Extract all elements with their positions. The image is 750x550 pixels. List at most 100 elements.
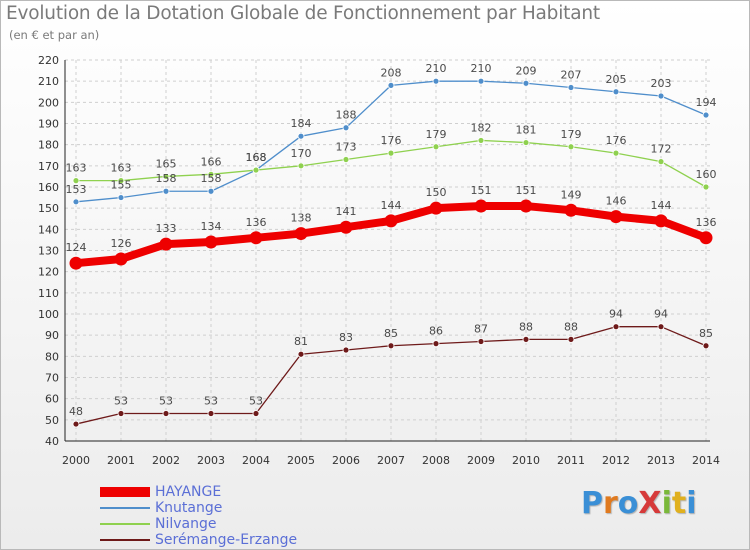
x-tick-label: 2002 bbox=[152, 454, 180, 467]
logo-letter: i bbox=[686, 486, 697, 521]
data-label-knutange: 184 bbox=[291, 117, 312, 130]
y-tick-label: 80 bbox=[45, 350, 59, 363]
data-label-nilvange: 172 bbox=[651, 143, 672, 156]
data-label-hayange: 146 bbox=[606, 195, 627, 208]
data-point-knutange bbox=[342, 124, 350, 132]
data-label-hayange: 141 bbox=[336, 205, 357, 218]
data-point-hayange bbox=[384, 214, 398, 228]
data-point-nilvange bbox=[342, 156, 350, 163]
data-label-hayange: 134 bbox=[201, 220, 222, 233]
data-label-nilvange: 166 bbox=[201, 155, 222, 168]
data-label-hayange: 144 bbox=[381, 199, 402, 212]
data-point-hayange bbox=[114, 252, 128, 266]
chart-title: Evolution de la Dotation Globale de Fonc… bbox=[6, 3, 600, 24]
y-tick-label: 110 bbox=[38, 287, 59, 300]
data-point-hayange bbox=[159, 237, 173, 251]
data-label-nilvange: 165 bbox=[156, 157, 177, 170]
data-label-knutange: 207 bbox=[561, 69, 582, 82]
x-tick-label: 2000 bbox=[62, 454, 90, 467]
data-label-hayange: 136 bbox=[246, 216, 267, 229]
data-label-ser-mange-erzange: 94 bbox=[609, 308, 623, 321]
x-tick-label: 2010 bbox=[512, 454, 540, 467]
data-label-ser-mange-erzange: 83 bbox=[339, 331, 353, 344]
data-point-knutange bbox=[522, 79, 530, 87]
data-label-knutange: 155 bbox=[111, 179, 132, 192]
data-label-ser-mange-erzange: 94 bbox=[654, 308, 668, 321]
data-label-ser-mange-erzange: 53 bbox=[249, 394, 263, 407]
x-tick-label: 2001 bbox=[107, 454, 135, 467]
y-tick-label: 140 bbox=[38, 223, 59, 236]
data-point-ser-mange-erzange bbox=[72, 420, 80, 428]
data-label-ser-mange-erzange: 86 bbox=[429, 325, 443, 338]
data-label-knutange: 188 bbox=[336, 109, 357, 122]
data-point-knutange bbox=[162, 187, 170, 195]
data-point-nilvange bbox=[567, 143, 575, 151]
data-point-hayange bbox=[69, 256, 83, 270]
data-label-ser-mange-erzange: 53 bbox=[159, 394, 173, 407]
x-tick-label: 2007 bbox=[377, 454, 405, 467]
data-point-nilvange bbox=[477, 137, 485, 144]
x-tick-label: 2014 bbox=[692, 454, 720, 467]
data-point-nilvange bbox=[162, 173, 170, 180]
data-label-nilvange: 176 bbox=[606, 134, 627, 147]
y-tick-label: 130 bbox=[38, 245, 59, 258]
data-point-hayange bbox=[204, 235, 218, 249]
data-point-hayange bbox=[474, 199, 488, 213]
x-tick-label: 2003 bbox=[197, 454, 225, 467]
logo-letter: P bbox=[581, 486, 603, 521]
data-point-knutange bbox=[477, 77, 485, 85]
data-point-nilvange bbox=[297, 162, 305, 170]
y-tick-label: 120 bbox=[38, 266, 59, 279]
data-label-hayange: 150 bbox=[426, 186, 447, 199]
data-point-knutange bbox=[387, 82, 395, 89]
data-point-ser-mange-erzange bbox=[477, 338, 485, 345]
data-label-nilvange: 163 bbox=[66, 162, 87, 175]
data-point-nilvange bbox=[657, 158, 665, 166]
x-tick-label: 2006 bbox=[332, 454, 360, 467]
data-point-hayange bbox=[294, 227, 308, 241]
legend-swatch-seremange-erzange bbox=[100, 539, 150, 541]
chart-subtitle: (en € et par an) bbox=[9, 28, 100, 42]
legend-label-nilvange: Nilvange bbox=[155, 516, 217, 532]
y-tick-label: 90 bbox=[45, 329, 59, 342]
data-point-knutange bbox=[117, 194, 125, 201]
data-point-ser-mange-erzange bbox=[522, 335, 530, 343]
data-label-knutange: 210 bbox=[471, 62, 492, 75]
y-tick-label: 70 bbox=[45, 372, 59, 385]
data-label-knutange: 210 bbox=[426, 62, 447, 75]
data-label-nilvange: 182 bbox=[471, 121, 492, 134]
data-label-knutange: 158 bbox=[201, 172, 222, 185]
data-point-ser-mange-erzange bbox=[702, 342, 710, 350]
y-tick-label: 220 bbox=[38, 54, 59, 67]
data-point-knutange bbox=[702, 111, 710, 119]
data-label-ser-mange-erzange: 88 bbox=[519, 320, 533, 333]
proxiti-logo: ProXiti bbox=[581, 489, 697, 519]
data-label-nilvange: 160 bbox=[696, 168, 717, 181]
y-tick-label: 180 bbox=[38, 139, 59, 152]
logo-letter: o bbox=[617, 486, 639, 521]
data-label-ser-mange-erzange: 87 bbox=[474, 323, 488, 336]
data-point-knutange bbox=[297, 132, 305, 140]
data-point-nilvange bbox=[72, 177, 80, 185]
data-point-nilvange bbox=[252, 166, 260, 174]
data-label-hayange: 151 bbox=[471, 184, 492, 197]
data-label-knutange: 194 bbox=[696, 96, 717, 109]
data-point-nilvange bbox=[432, 143, 440, 151]
data-label-nilvange: 163 bbox=[111, 162, 132, 175]
data-point-hayange bbox=[609, 210, 623, 224]
data-point-nilvange bbox=[702, 183, 710, 191]
y-tick-label: 60 bbox=[45, 393, 59, 406]
logo-letter: i bbox=[661, 486, 672, 521]
data-point-ser-mange-erzange bbox=[297, 350, 305, 358]
data-point-hayange bbox=[564, 203, 578, 217]
data-point-knutange bbox=[612, 88, 620, 96]
data-point-nilvange bbox=[522, 139, 530, 146]
x-tick-label: 2005 bbox=[287, 454, 315, 467]
data-point-knutange bbox=[657, 92, 665, 100]
x-tick-label: 2008 bbox=[422, 454, 450, 467]
legend-label-knutange: Knutange bbox=[155, 500, 223, 516]
data-point-nilvange bbox=[612, 149, 620, 157]
data-point-nilvange bbox=[387, 149, 395, 157]
data-label-ser-mange-erzange: 81 bbox=[294, 335, 308, 348]
data-label-hayange: 133 bbox=[156, 222, 177, 235]
